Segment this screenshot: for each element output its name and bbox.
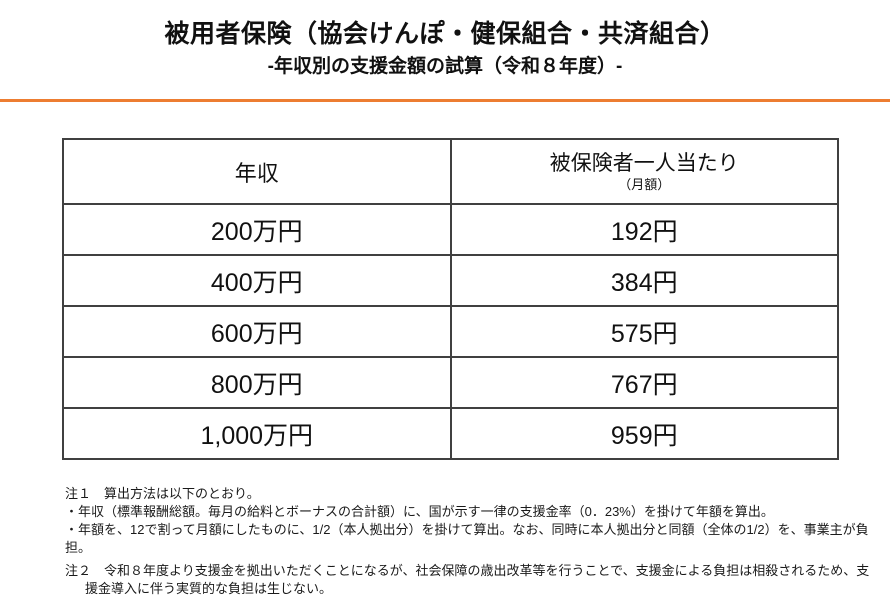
accent-rule xyxy=(0,99,890,102)
table-row: 1,000万円 959円 xyxy=(62,407,839,460)
note1-bullet-1: ・年収（標準報酬総額。毎月の給料とボーナスの合計額）に、国が示す一律の支援金率（… xyxy=(65,504,774,519)
income-cell: 600万円 xyxy=(62,305,452,358)
income-cell: 800万円 xyxy=(62,356,452,409)
note2-label: 注２ xyxy=(65,563,92,578)
income-table-container: 年収 被保険者一人当たり （月額） 200万円 192円 400万円 384円 … xyxy=(62,138,890,460)
amount-cell: 384円 xyxy=(449,254,839,307)
page-subtitle: -年収別の支援金額の試算（令和８年度）- xyxy=(267,56,623,77)
amount-cell: 767円 xyxy=(449,356,839,409)
amount-cell: 959円 xyxy=(449,407,839,460)
column-header-income: 年収 xyxy=(62,138,452,205)
column-header-amount-label: 被保険者一人当たり xyxy=(549,152,739,175)
table-row: 400万円 384円 xyxy=(62,254,839,307)
note1-bullet-2: ・年額を、12で割って月額にしたものに、1/2（本人拠出分）を掛けて算出。なお、… xyxy=(65,522,869,555)
income-cell: 400万円 xyxy=(62,254,452,307)
income-support-table: 年収 被保険者一人当たり （月額） 200万円 192円 400万円 384円 … xyxy=(62,138,839,460)
footnotes: 注１ 算出方法は以下のとおり。 ・年収（標準報酬総額。毎月の給料とボーナスの合計額… xyxy=(65,485,880,598)
table-row: 600万円 575円 xyxy=(62,305,839,358)
column-header-amount-sublabel: （月額） xyxy=(618,177,671,192)
note1-title: 算出方法は以下のとおり。 xyxy=(104,486,260,501)
amount-cell: 575円 xyxy=(449,305,839,358)
table-header-row: 年収 被保険者一人当たり （月額） xyxy=(62,138,839,205)
page-title: 被用者保険（協会けんぽ・健保組合・共済組合） xyxy=(164,20,726,48)
document-header: 被用者保険（協会けんぽ・健保組合・共済組合） -年収別の支援金額の試算（令和８年… xyxy=(0,0,890,80)
income-cell: 200万円 xyxy=(62,203,452,256)
table-row: 200万円 192円 xyxy=(62,203,839,256)
table-row: 800万円 767円 xyxy=(62,356,839,409)
note1-label: 注１ xyxy=(65,486,92,501)
column-header-amount: 被保険者一人当たり （月額） xyxy=(449,138,839,205)
note2-text: 令和８年度より支援金を拠出いただくことになるが、社会保障の歳出改革等を行うことで… xyxy=(85,563,870,596)
column-header-income-label: 年収 xyxy=(234,160,279,186)
note2: 注２ 令和８年度より支援金を拠出いただくことになるが、社会保障の歳出改革等を行うこ… xyxy=(65,562,880,598)
amount-cell: 192円 xyxy=(449,203,839,256)
note1-heading: 注１ 算出方法は以下のとおり。 xyxy=(65,485,880,503)
income-cell: 1,000万円 xyxy=(62,407,452,460)
